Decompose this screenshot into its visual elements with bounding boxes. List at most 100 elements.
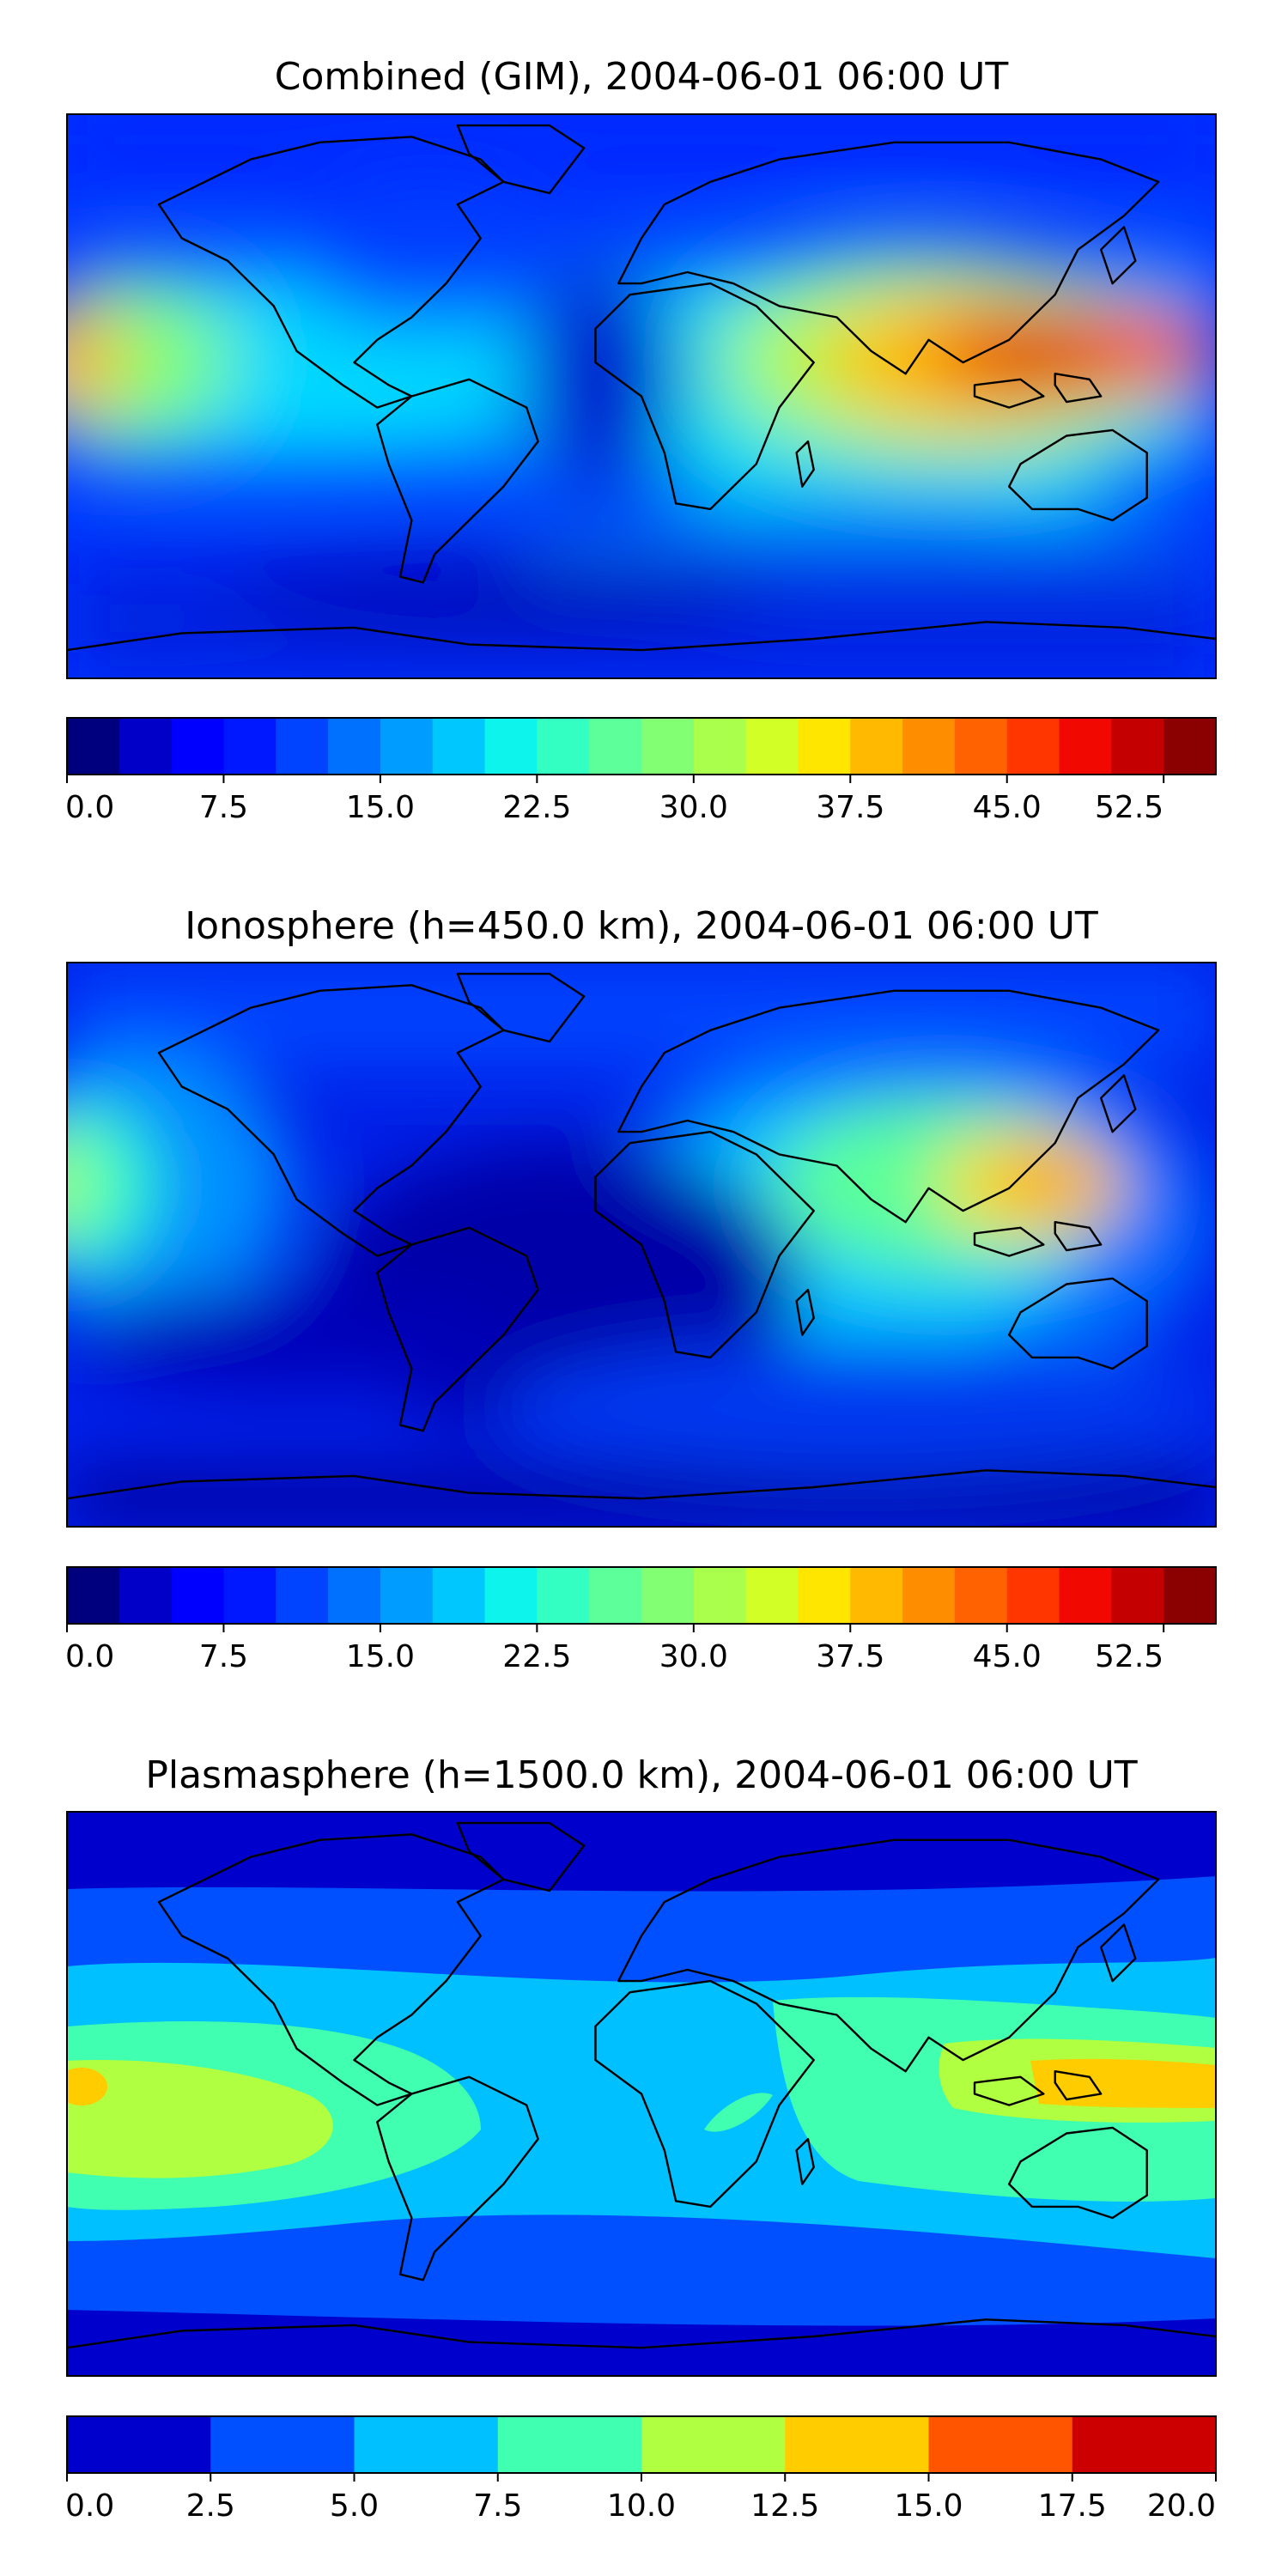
- coastline: [617, 1838, 1160, 2073]
- colorbar-segment: [589, 718, 642, 775]
- colorbar-segment: [1111, 1567, 1164, 1624]
- colorbar-segment: [276, 1567, 329, 1624]
- colorbar-segment: [380, 718, 434, 775]
- map-field: [67, 114, 1216, 678]
- coastline: [456, 972, 586, 1043]
- colorbar-tick-label: 52.5: [1095, 1639, 1163, 1674]
- coastline: [376, 2075, 539, 2281]
- coastline: [456, 1821, 586, 1893]
- panel-title: Ionosphere (h=450.0 km), 2004-06-01 06:0…: [185, 904, 1098, 948]
- colorbar-tick-label: 10.0: [607, 2488, 676, 2524]
- colorbar-segment: [902, 1567, 956, 1624]
- colorbar-tick-label: 52.5: [1095, 790, 1163, 825]
- colorbar-segment: [171, 718, 225, 775]
- colorbar-segment: [118, 718, 173, 775]
- coastline: [594, 1130, 815, 1359]
- coastline: [1100, 1923, 1137, 1983]
- colorbar-tick-label: 37.5: [816, 790, 884, 825]
- colorbar-segment: [484, 718, 538, 775]
- colorbar-segment: [537, 1567, 590, 1624]
- colorbar-segment: [1006, 1567, 1060, 1624]
- coastline: [1054, 2070, 1103, 2101]
- colorbar-segment: [484, 1567, 538, 1624]
- colorbar-segment: [902, 718, 956, 775]
- coastline: [594, 1979, 815, 2208]
- colorbar-segment: [118, 1567, 173, 1624]
- coastline: [67, 621, 1216, 652]
- colorbar-segment: [798, 1567, 851, 1624]
- colorbar-tick-label: 15.0: [894, 2488, 963, 2524]
- coastline: [1100, 1074, 1137, 1133]
- colorbar-segment: [1059, 1567, 1112, 1624]
- colorbar-segment: [693, 1567, 747, 1624]
- colorbar-segment: [589, 1567, 642, 1624]
- colorbar-tick-label: 30.0: [659, 1639, 728, 1674]
- colorbar-segment: [954, 718, 1008, 775]
- coastline: [973, 1226, 1045, 1257]
- colorbar-tick-label: 45.0: [973, 1639, 1042, 1674]
- coastline: [157, 984, 505, 1257]
- colorbar-segment: [1163, 1567, 1217, 1624]
- colorbar-segment: [745, 718, 799, 775]
- colorbar-tick-label: 45.0: [973, 790, 1042, 825]
- map-field: [67, 963, 1216, 1527]
- coastline: [376, 378, 539, 584]
- colorbar-tick-label: 22.5: [502, 1639, 571, 1674]
- colorbar-tick-label: 0.0: [65, 790, 114, 825]
- colorbar-tick-label: 7.5: [199, 790, 248, 825]
- colorbar-segment: [928, 2416, 1073, 2473]
- colorbar-segment: [785, 2416, 930, 2473]
- coastline: [1008, 428, 1148, 522]
- coastline: [157, 136, 505, 409]
- coastline: [1054, 373, 1103, 404]
- map-frame: [66, 113, 1217, 679]
- colorbar-tick-label: 12.5: [750, 2488, 819, 2524]
- colorbar-segment: [67, 2416, 211, 2473]
- colorbar-tick-label: 22.5: [502, 790, 571, 825]
- panel-ionosphere: Ionosphere (h=450.0 km), 2004-06-01 06:0…: [65, 904, 1217, 1674]
- colorbar-segments: [67, 718, 1217, 775]
- colorbar-segment: [1006, 718, 1060, 775]
- colorbar-segment: [641, 2416, 786, 2473]
- coastline: [973, 2075, 1045, 2106]
- coastline: [1008, 2126, 1148, 2220]
- colorbar: 0.0 2.5 5.0 7.5 10.0 12.5 15.0 17.5 20.0: [65, 2415, 1217, 2524]
- coastline: [1054, 1221, 1103, 1252]
- panel-title: Plasmasphere (h=1500.0 km), 2004-06-01 0…: [145, 1753, 1137, 1797]
- colorbar-segment: [954, 1567, 1008, 1624]
- colorbar-segment: [432, 1567, 486, 1624]
- coastline: [973, 378, 1045, 409]
- coastline: [157, 1833, 505, 2106]
- colorbar-segments: [67, 1567, 1217, 1624]
- coastline: [456, 124, 586, 195]
- colorbar-tick-label: 30.0: [659, 790, 728, 825]
- map-frame: [66, 962, 1217, 1528]
- colorbar-segment: [380, 1567, 434, 1624]
- colorbar-segment: [432, 718, 486, 775]
- coastline: [795, 2137, 815, 2185]
- coastline: [594, 282, 815, 511]
- colorbar-segment: [850, 718, 903, 775]
- colorbar-segment: [537, 718, 590, 775]
- coastline: [67, 1469, 1216, 1500]
- colorbar-segment: [641, 1567, 695, 1624]
- colorbar-segment: [1072, 2416, 1217, 2473]
- colorbar: 0.0 7.5 15.0 22.5 30.0 37.5 45.0 52.5: [65, 1566, 1217, 1674]
- colorbar: 0.0 7.5 15.0 22.5 30.0 37.5 45.0 52.5: [65, 717, 1217, 825]
- colorbar-tick-label: 0.0: [65, 2488, 114, 2524]
- colorbar-segment: [67, 1567, 120, 1624]
- colorbar-segment: [354, 2416, 499, 2473]
- colorbar-segments: [67, 2416, 1217, 2473]
- colorbar-segment: [745, 1567, 799, 1624]
- colorbar-segment: [328, 1567, 381, 1624]
- colorbar-segment: [497, 2416, 642, 2473]
- colorbar-segment: [210, 2416, 355, 2473]
- colorbar-segment: [850, 1567, 903, 1624]
- colorbar-ticks: 0.0 7.5 15.0 22.5 30.0 37.5 45.0 52.5: [65, 775, 1165, 825]
- colorbar-tick-label: 17.5: [1038, 2488, 1107, 2524]
- colorbar-tick-label: 15.0: [346, 790, 415, 825]
- colorbar-segment: [693, 718, 747, 775]
- colorbar-segment: [223, 1567, 276, 1624]
- colorbar-ticks: 0.0 7.5 15.0 22.5 30.0 37.5 45.0 52.5: [65, 1624, 1165, 1674]
- colorbar-tick-label: 7.5: [473, 2488, 522, 2524]
